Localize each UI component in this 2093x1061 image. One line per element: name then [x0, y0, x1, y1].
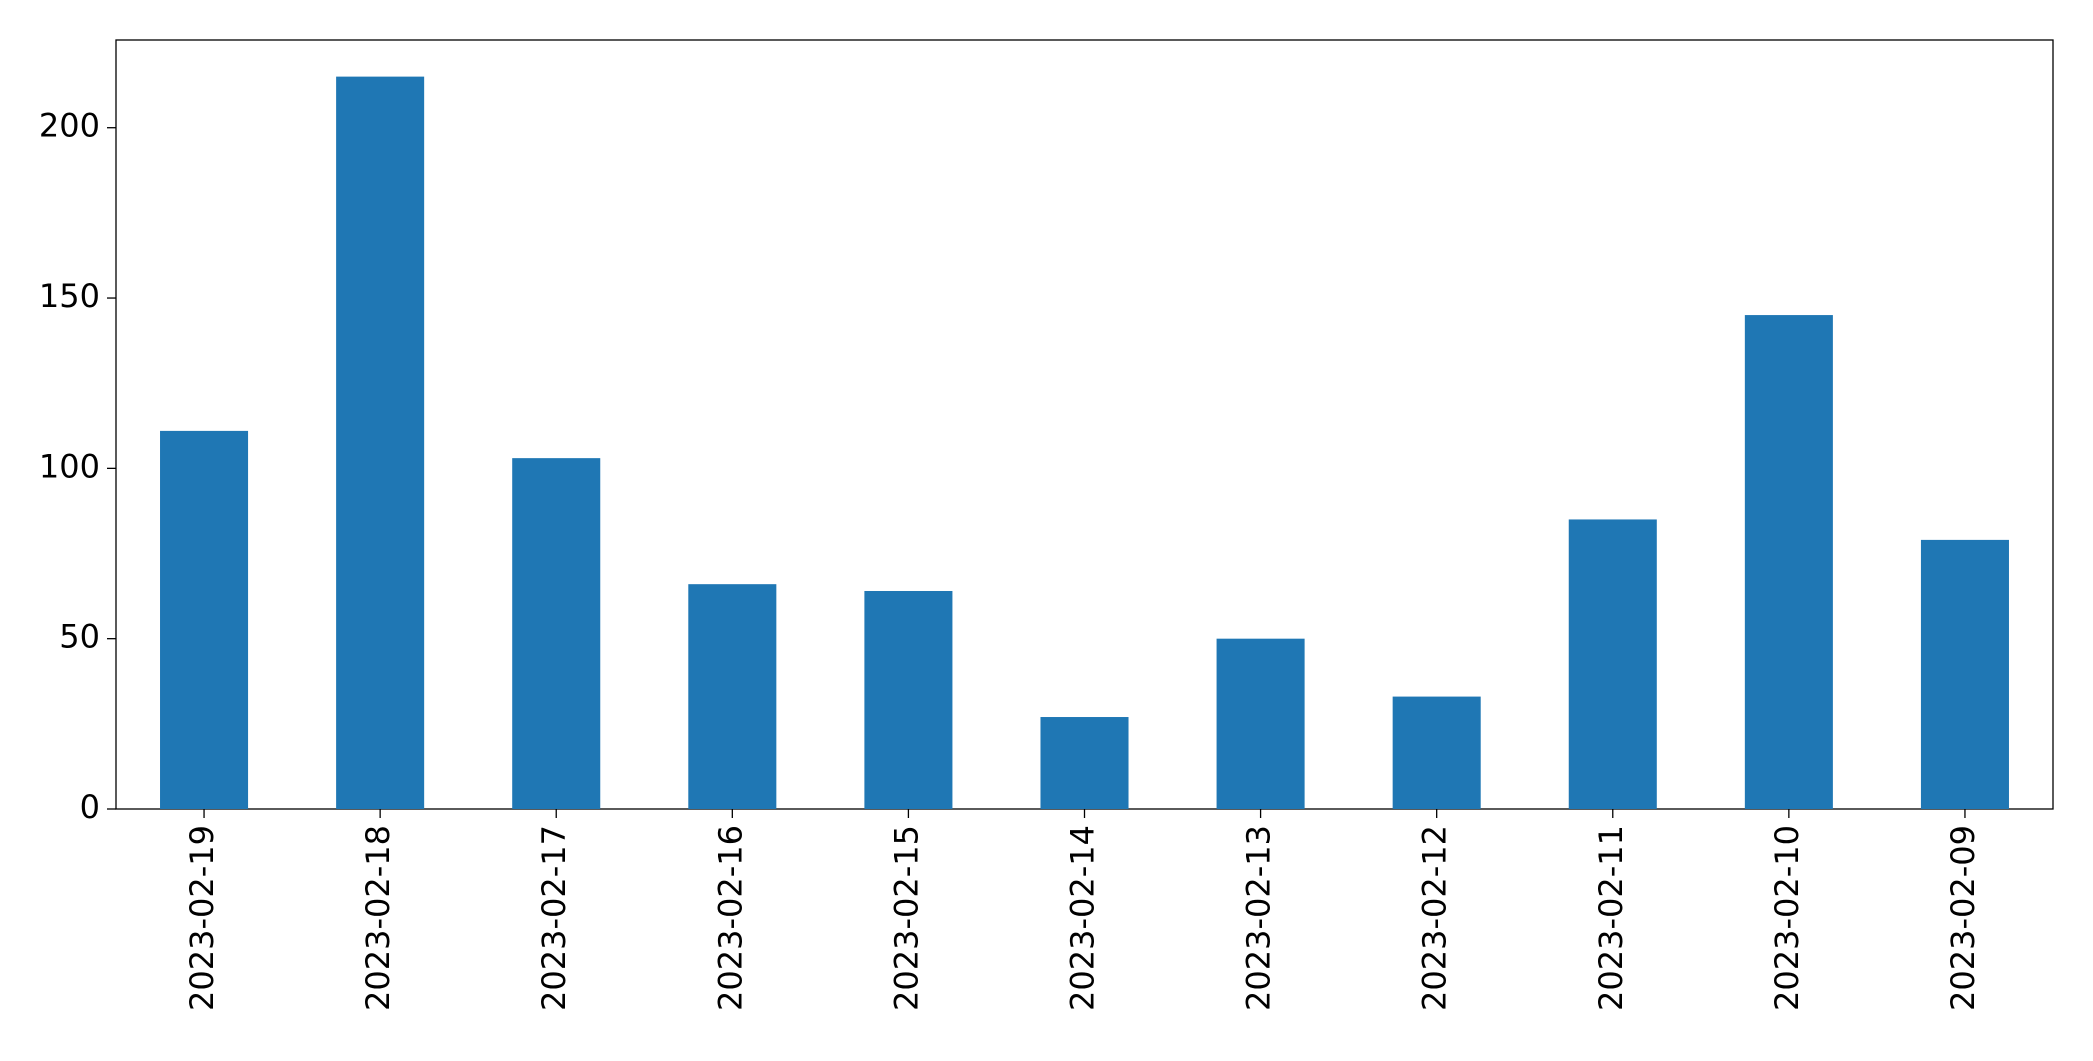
x-tick-label: 2023-02-12 — [1416, 825, 1454, 1011]
x-tick-label: 2023-02-15 — [887, 825, 925, 1011]
bar — [1216, 638, 1305, 809]
y-tick-label: 100 — [39, 447, 100, 485]
x-tick-label: 2023-02-18 — [359, 825, 397, 1011]
x-tick-label: 2023-02-14 — [1064, 825, 1102, 1011]
bar — [1920, 539, 2009, 809]
x-tick-label: 2023-02-13 — [1240, 825, 1278, 1011]
x-tick-label: 2023-02-19 — [183, 825, 221, 1011]
y-tick-label: 0 — [80, 788, 100, 826]
bar — [1568, 519, 1657, 809]
bar — [864, 590, 953, 809]
y-tick-label: 50 — [59, 618, 100, 656]
bar — [1392, 696, 1481, 809]
y-tick-label: 200 — [39, 107, 100, 145]
bar — [688, 584, 777, 809]
bar — [1040, 717, 1129, 809]
bar — [512, 458, 601, 809]
bar — [336, 76, 425, 810]
bar — [160, 430, 249, 809]
x-tick-label: 2023-02-09 — [1944, 825, 1982, 1011]
x-tick-label: 2023-02-17 — [535, 825, 573, 1011]
x-tick-label: 2023-02-11 — [1592, 825, 1630, 1011]
y-tick-label: 150 — [39, 277, 100, 315]
bar — [1744, 315, 1833, 809]
x-tick-label: 2023-02-10 — [1768, 825, 1806, 1011]
x-tick-label: 2023-02-16 — [711, 825, 749, 1011]
